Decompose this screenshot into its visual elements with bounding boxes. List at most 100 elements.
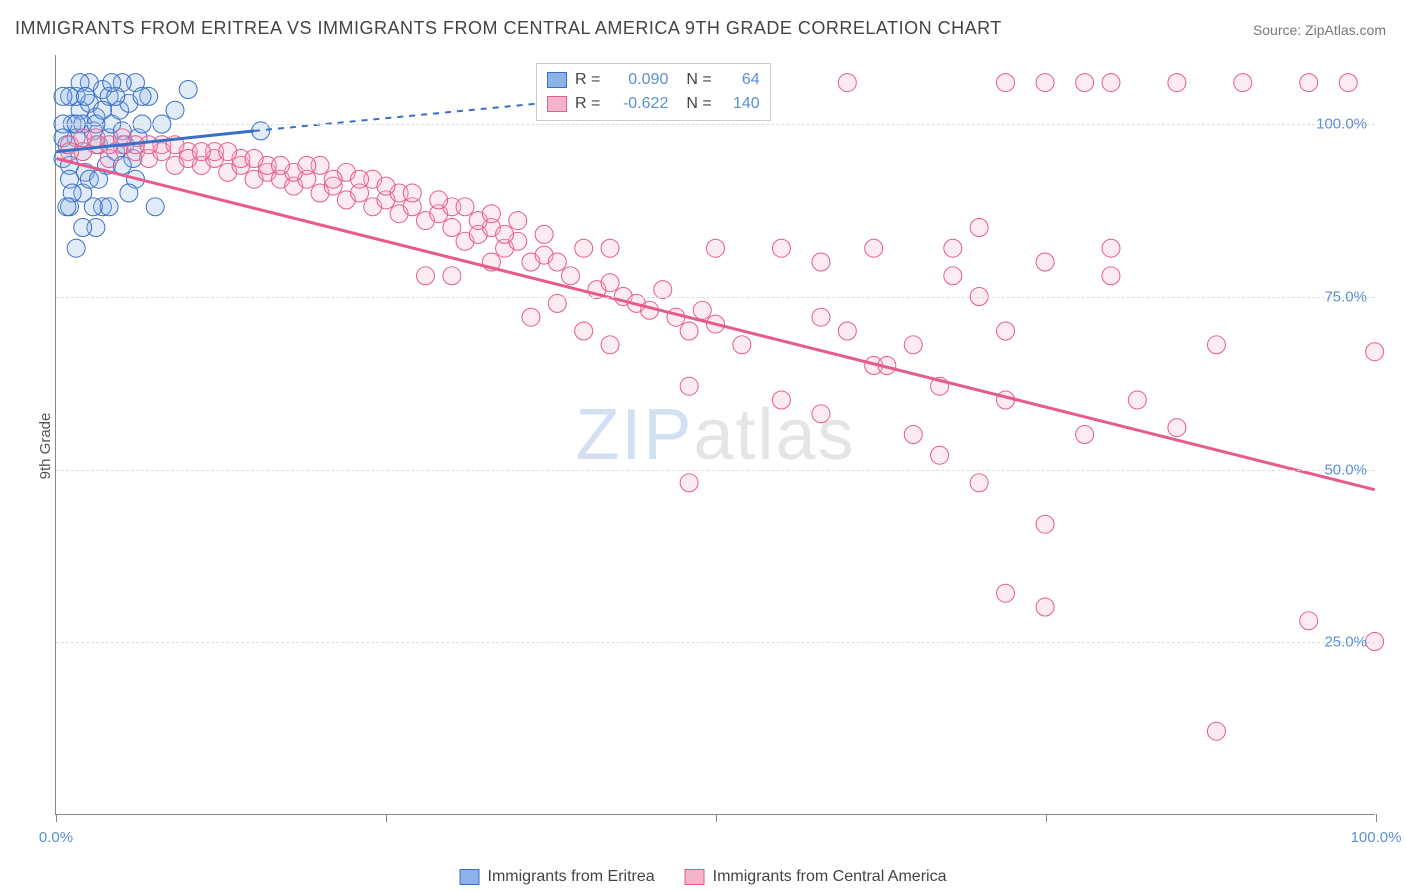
data-point [904, 426, 922, 444]
legend-label: Immigrants from Eritrea [488, 868, 655, 886]
data-point [812, 405, 830, 423]
gridline [56, 124, 1375, 125]
data-point [812, 253, 830, 271]
data-point [1076, 74, 1094, 92]
scatter-svg [56, 55, 1375, 814]
data-point [403, 184, 421, 202]
data-point [1076, 426, 1094, 444]
xtick [386, 814, 387, 822]
xtick [716, 814, 717, 822]
data-point [133, 87, 151, 105]
legend-item: Immigrants from Central America [685, 868, 947, 886]
data-point [931, 446, 949, 464]
data-point [601, 274, 619, 292]
data-point [1339, 74, 1357, 92]
legend-swatch [547, 96, 567, 112]
data-point [680, 377, 698, 395]
data-point [944, 267, 962, 285]
data-point [443, 267, 461, 285]
data-point [245, 150, 263, 168]
data-point [865, 239, 883, 257]
data-point [562, 267, 580, 285]
data-point [707, 239, 725, 257]
data-point [100, 198, 118, 216]
data-point [680, 474, 698, 492]
legend-r-label: R = [575, 92, 600, 116]
data-point [67, 239, 85, 257]
gridline [56, 297, 1375, 298]
data-point [219, 143, 237, 161]
series-legend: Immigrants from Eritrea Immigrants from C… [460, 868, 947, 886]
data-point [192, 143, 210, 161]
trend-line [56, 159, 1374, 490]
data-point [733, 336, 751, 354]
chart-plot-area: ZIPatlas R =0.090N =64R =-0.622N =140 25… [55, 55, 1375, 815]
gridline [56, 642, 1375, 643]
data-point [324, 170, 342, 188]
data-point [838, 74, 856, 92]
legend-item: Immigrants from Eritrea [460, 868, 655, 886]
data-point [103, 74, 121, 92]
data-point [1168, 74, 1186, 92]
data-point [1207, 722, 1225, 740]
legend-swatch [685, 869, 705, 885]
data-point [970, 219, 988, 237]
data-point [997, 74, 1015, 92]
data-point [298, 156, 316, 174]
data-point [271, 156, 289, 174]
data-point [1234, 74, 1252, 92]
data-point [1036, 74, 1054, 92]
legend-r-value: 0.090 [608, 68, 668, 92]
data-point [179, 81, 197, 99]
data-point [496, 225, 514, 243]
data-point [1102, 267, 1120, 285]
xtick [56, 814, 57, 822]
data-point [351, 170, 369, 188]
legend-n-label: N = [686, 68, 711, 92]
data-point [84, 198, 102, 216]
data-point [76, 87, 94, 105]
data-point [456, 198, 474, 216]
data-point [1102, 239, 1120, 257]
legend-swatch [547, 72, 567, 88]
data-point [377, 177, 395, 195]
data-point [1102, 74, 1120, 92]
data-point [693, 301, 711, 319]
data-point [772, 391, 790, 409]
xtick-label: 100.0% [1351, 829, 1402, 846]
legend-label: Immigrants from Central America [713, 868, 947, 886]
data-point [535, 225, 553, 243]
data-point [838, 322, 856, 340]
legend-r-label: R = [575, 68, 600, 92]
ytick-label: 100.0% [1316, 116, 1367, 133]
data-point [548, 253, 566, 271]
xtick [1046, 814, 1047, 822]
ytick-label: 75.0% [1324, 288, 1367, 305]
data-point [812, 308, 830, 326]
data-point [944, 239, 962, 257]
data-point [1128, 391, 1146, 409]
data-point [166, 101, 184, 119]
data-point [90, 170, 108, 188]
data-point [1300, 74, 1318, 92]
data-point [140, 136, 158, 154]
data-point [772, 239, 790, 257]
chart-title: IMMIGRANTS FROM ERITREA VS IMMIGRANTS FR… [15, 18, 1002, 39]
data-point [522, 308, 540, 326]
data-point [146, 198, 164, 216]
data-point [601, 239, 619, 257]
data-point [1366, 343, 1384, 361]
ytick-label: 50.0% [1324, 461, 1367, 478]
data-point [1036, 253, 1054, 271]
data-point [575, 322, 593, 340]
data-point [997, 584, 1015, 602]
data-point [509, 212, 527, 230]
data-point [74, 219, 92, 237]
data-point [54, 87, 72, 105]
data-point [430, 191, 448, 209]
legend-row: R =0.090N =64 [547, 68, 760, 92]
y-axis-label: 9th Grade [37, 413, 54, 480]
data-point [482, 205, 500, 223]
legend-r-value: -0.622 [608, 92, 668, 116]
data-point [575, 239, 593, 257]
